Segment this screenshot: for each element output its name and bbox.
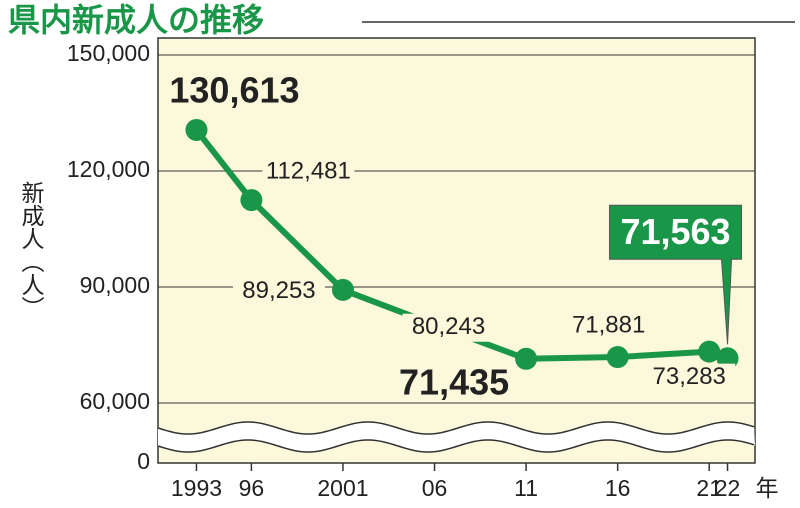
data-point [240, 189, 263, 212]
y-tick-label: 120,000 [67, 156, 150, 182]
axis-break-line [157, 421, 755, 435]
data-point [606, 346, 629, 369]
x-unit: 年 [756, 475, 779, 501]
data-point [185, 118, 208, 141]
x-tick-label: 2001 [317, 475, 368, 501]
chart-title: 県内新成人の推移 [8, 1, 264, 39]
label-bg [402, 313, 495, 342]
label-bg [232, 277, 325, 306]
x-tick-label: 1993 [171, 475, 222, 501]
x-tick-label: 22 [715, 475, 741, 501]
y-tick-label: 90,000 [80, 272, 150, 298]
value-label: 73,283 [653, 363, 726, 390]
value-label: 71,881 [572, 311, 645, 338]
value-label: 71,435 [399, 361, 509, 402]
value-label: 130,613 [169, 69, 299, 110]
x-tick-label: 96 [239, 475, 265, 501]
data-point [515, 347, 538, 370]
y-tick-label: 0 [137, 448, 150, 474]
data-line [194, 128, 729, 362]
x-tick-label: 16 [605, 475, 631, 501]
x-tick-label: 06 [422, 475, 448, 501]
callout [609, 204, 743, 345]
data-point [698, 340, 721, 363]
value-label: 71,563 [620, 211, 730, 252]
axis-break [158, 422, 755, 452]
label-bg [262, 158, 355, 187]
axis-break-line [157, 439, 755, 453]
value-label: 89,253 [242, 277, 315, 304]
label-bg [562, 312, 655, 341]
data-point [331, 278, 354, 301]
x-tick-label: 21 [696, 475, 722, 501]
value-label: 80,243 [412, 313, 485, 340]
value-label: 112,481 [266, 157, 351, 184]
label-bg [643, 363, 736, 392]
y-axis-label: 新成人（人） [17, 181, 45, 319]
y-tick-label: 60,000 [80, 388, 150, 414]
x-tick-label: 11 [514, 475, 538, 501]
y-tick-label: 150,000 [67, 40, 150, 66]
